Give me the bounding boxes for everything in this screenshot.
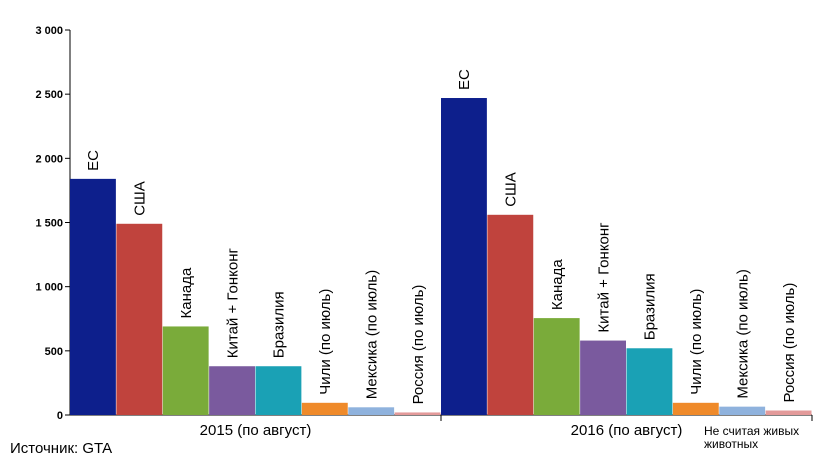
y-tick-label: 1 500 [35,218,63,230]
bar [301,402,348,415]
y-tick-label: 500 [45,346,63,358]
bar [487,214,534,415]
bar [209,366,255,415]
bar-label: Мексика (по июль) [363,270,380,400]
bar-label: ЕС [85,150,102,171]
bar [533,318,580,415]
bar-label: Чили (по июль) [688,289,705,395]
bar [394,412,441,415]
bar [719,406,766,415]
bar-label: Россия (по июль) [781,283,798,403]
y-tick-label: 1 000 [35,282,63,294]
footnote: Не считая живых животных [704,425,799,451]
y-tick-label: 2 000 [35,153,63,165]
bar-label: ЕС [456,69,473,90]
x-group-label: 2016 (по август) [571,422,683,439]
bar-labels: ЕС США Канада Китай + Гонконг Бразилия Чили (… [85,69,798,404]
x-group-label: 2015 (по август) [200,422,312,439]
bar-label: США [503,172,520,207]
bar [348,407,395,415]
bar-label: Чили (по июль) [317,289,334,395]
bar [116,223,163,415]
y-tick-label: 3 000 [35,25,63,37]
y-tick-label: 2 500 [35,89,63,101]
y-tick-label: 0 [57,410,63,422]
bar-label: Россия (по июль) [410,285,427,405]
bar-label: Бразилия [642,273,659,340]
bar [672,402,719,415]
footnote-line-2: животных [704,437,759,451]
bar [70,178,116,415]
bar [765,410,812,415]
bars [70,98,812,416]
axes: 0 500 1 000 1 500 2 000 2 500 3 000 2015 (по ав… [35,25,813,439]
bar-label: Бразилия [271,291,288,358]
bar-label: Канада [178,267,195,318]
bar [441,98,487,416]
bar [162,326,209,415]
bar-label: Китай + Гонконг [224,247,241,358]
bar-label: Мексика (по июль) [734,269,751,399]
bar [580,340,626,415]
source-label: Источник: GTA [10,440,113,457]
bar-label: США [132,181,149,216]
bar-label: Канада [549,259,566,310]
bar-label: Китай + Гонконг [595,222,612,333]
bar [255,366,302,415]
footnote-line-1: Не считая живых [704,424,800,438]
bar [626,348,673,415]
